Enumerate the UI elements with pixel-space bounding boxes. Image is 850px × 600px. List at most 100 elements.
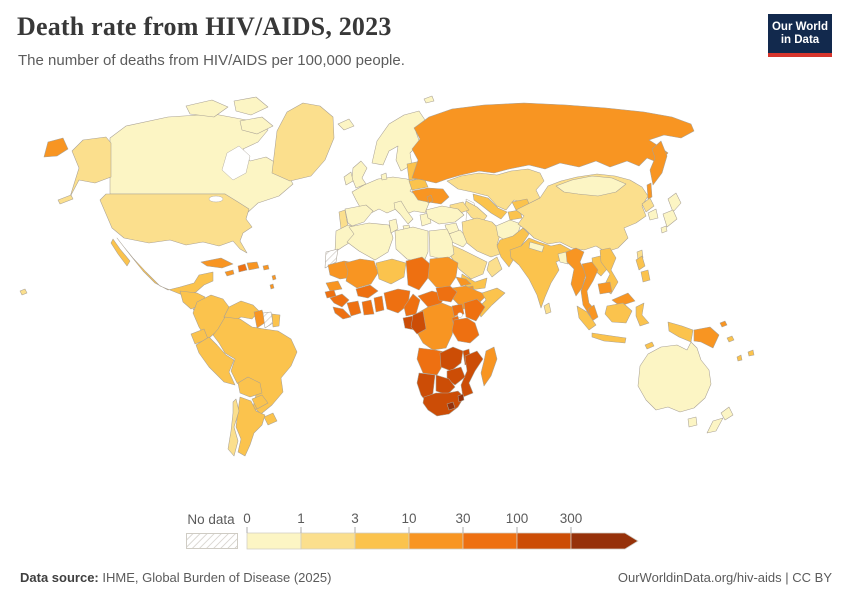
country-united-kingdom[interactable] <box>351 160 368 189</box>
country-uzbekistan[interactable] <box>472 193 508 220</box>
country-suriname[interactable] <box>262 311 274 329</box>
country-west-papua[interactable] <box>667 321 694 343</box>
country-peru[interactable] <box>195 336 236 386</box>
country-canada-arctic-3[interactable] <box>239 116 274 135</box>
license-link[interactable]: OurWorldinData.org/hiv-aids | CC BY <box>617 570 832 585</box>
country-paraguay[interactable] <box>251 394 269 410</box>
country-eritrea[interactable] <box>455 276 472 287</box>
country-argentina[interactable] <box>235 396 266 457</box>
country-bolivia[interactable] <box>237 376 263 398</box>
country-south-korea[interactable] <box>647 208 659 221</box>
country-egypt[interactable] <box>428 228 455 261</box>
country-tasmania[interactable] <box>687 416 698 428</box>
country-french-guiana[interactable] <box>271 313 281 328</box>
country-png-islands[interactable] <box>719 320 728 328</box>
country-sulawesi[interactable] <box>635 302 650 327</box>
country-congo[interactable] <box>410 310 427 335</box>
country-papua-new-guinea[interactable] <box>693 326 720 349</box>
country-uruguay[interactable] <box>263 412 278 426</box>
country-canada-arctic-2[interactable] <box>233 96 269 116</box>
country-chad[interactable] <box>405 256 431 291</box>
country-algeria[interactable] <box>346 222 394 261</box>
country-libya[interactable] <box>394 226 429 265</box>
country-japan-south[interactable] <box>660 225 668 234</box>
country-saudi-arabia[interactable] <box>449 244 488 280</box>
country-niger[interactable] <box>375 258 407 285</box>
country-puerto-rico[interactable] <box>262 264 270 271</box>
country-dr-congo[interactable] <box>414 302 457 351</box>
country-vanuatu[interactable] <box>736 354 743 362</box>
country-fiji[interactable] <box>747 349 755 357</box>
country-canada-arctic-1[interactable] <box>185 99 229 118</box>
country-tanzania[interactable] <box>451 317 480 344</box>
legend-segment-30-100[interactable] <box>462 532 518 550</box>
legend-segment-10-30[interactable] <box>408 532 464 550</box>
country-madagascar[interactable] <box>480 346 498 387</box>
country-chile[interactable] <box>227 398 240 457</box>
country-tunisia[interactable] <box>388 218 399 234</box>
country-kalimantan[interactable] <box>604 302 633 324</box>
country-kazakhstan[interactable] <box>446 168 545 211</box>
country-senegal[interactable] <box>325 280 343 292</box>
country-somalia[interactable] <box>476 287 506 318</box>
country-mexico[interactable] <box>116 237 214 297</box>
country-south-sudan[interactable] <box>435 285 458 303</box>
legend-segment-3-10[interactable] <box>354 532 410 550</box>
country-svalbard[interactable] <box>423 95 435 104</box>
country-sierra-leone-liberia[interactable] <box>332 306 352 320</box>
country-mongolia[interactable] <box>555 175 627 197</box>
country-lesotho[interactable] <box>446 401 456 411</box>
country-dominican-republic[interactable] <box>246 261 260 271</box>
country-sri-lanka[interactable] <box>543 302 552 315</box>
country-zimbabwe[interactable] <box>446 366 466 386</box>
country-burkina-faso[interactable] <box>355 284 379 299</box>
country-cambodia[interactable] <box>597 281 613 295</box>
country-philippines-luzon[interactable] <box>635 255 646 271</box>
country-kenya[interactable] <box>463 298 486 322</box>
country-greenland[interactable] <box>271 102 335 182</box>
country-turkey[interactable] <box>425 205 465 225</box>
country-vietnam[interactable] <box>599 247 619 295</box>
country-oman[interactable] <box>486 256 503 278</box>
country-ireland[interactable] <box>343 171 354 186</box>
country-new-zealand-south[interactable] <box>706 417 724 434</box>
country-angola[interactable] <box>416 347 446 376</box>
country-cote-divoire[interactable] <box>346 300 362 317</box>
country-nepal[interactable] <box>528 241 545 253</box>
country-lesser-antilles-1[interactable] <box>271 274 277 281</box>
country-cameroon[interactable] <box>403 293 421 317</box>
country-south-africa[interactable] <box>422 390 465 417</box>
country-north-korea[interactable] <box>641 197 655 213</box>
country-sakhalin[interactable] <box>646 182 653 200</box>
legend-segment-100-300[interactable] <box>516 532 572 550</box>
country-japan-north[interactable] <box>667 192 682 213</box>
country-moldova[interactable] <box>426 194 434 204</box>
country-bangladesh[interactable] <box>557 251 569 265</box>
country-hawaii[interactable] <box>19 288 28 296</box>
country-sudan[interactable] <box>427 256 459 290</box>
country-togo-benin[interactable] <box>373 295 385 313</box>
legend-segment-0-1[interactable] <box>246 532 302 550</box>
country-jamaica[interactable] <box>224 269 235 277</box>
country-lesser-antilles-2[interactable] <box>269 283 275 290</box>
country-guinea[interactable] <box>329 293 350 308</box>
country-haiti[interactable] <box>237 263 248 273</box>
country-italy[interactable] <box>393 200 414 225</box>
legend-segment-300+[interactable] <box>570 532 639 550</box>
country-alaska[interactable] <box>69 136 112 198</box>
country-zambia[interactable] <box>439 346 464 372</box>
country-iran[interactable] <box>461 217 504 258</box>
no-data-swatch[interactable] <box>186 533 238 549</box>
country-new-zealand-north[interactable] <box>720 406 734 421</box>
country-japan-main[interactable] <box>662 209 678 228</box>
country-ghana[interactable] <box>361 299 375 316</box>
country-aleutians[interactable] <box>57 194 74 205</box>
country-united-states[interactable] <box>99 193 253 254</box>
country-western-sahara[interactable] <box>324 248 339 269</box>
country-botswana[interactable] <box>435 374 456 396</box>
country-tajikistan[interactable] <box>507 209 523 221</box>
country-chukotka-west[interactable] <box>43 137 69 158</box>
country-kamchatka[interactable] <box>649 140 668 186</box>
country-spain[interactable] <box>344 204 374 227</box>
country-cuba[interactable] <box>200 257 234 269</box>
